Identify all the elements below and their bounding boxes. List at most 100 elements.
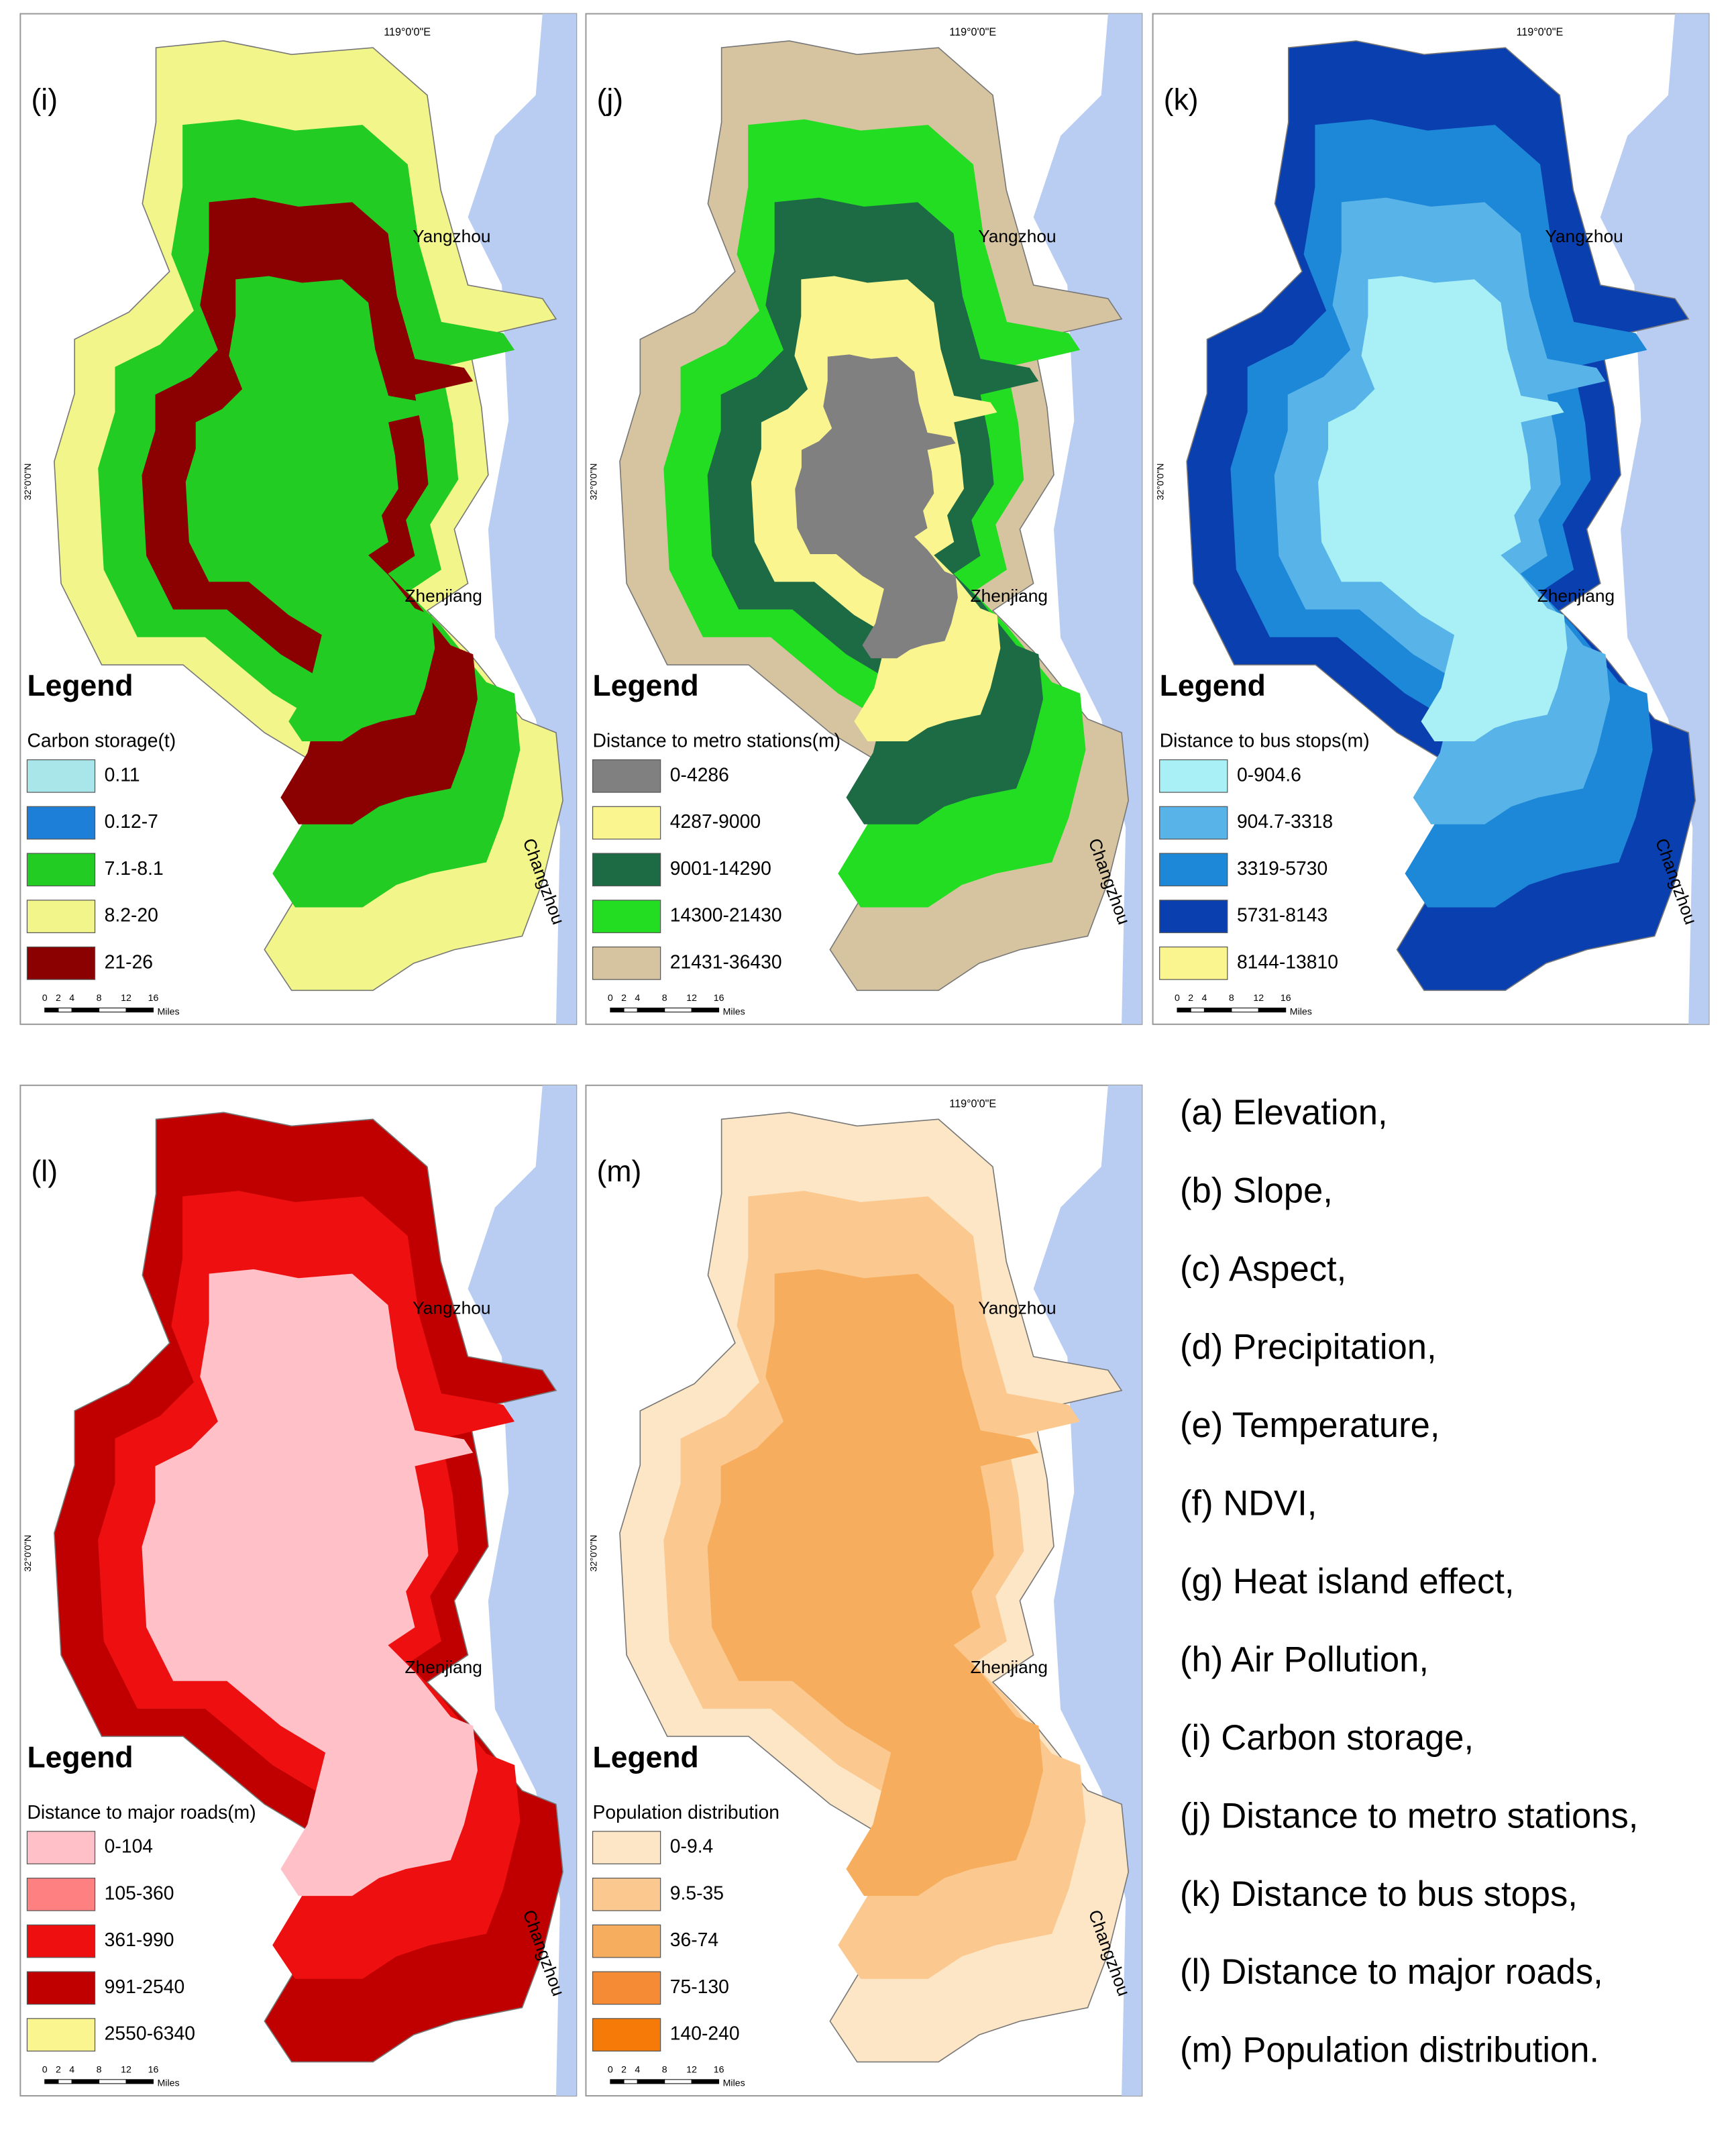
scale-tick-label: 12	[686, 2064, 697, 2074]
caption-item: (g) Heat island effect,	[1180, 1562, 1514, 1601]
panel-label: (i)	[32, 84, 58, 117]
map-panel: (m)119°0'0"E32°0'0"NYangzhouZhenjiangCha…	[585, 1084, 1143, 2097]
legend-heading: Legend	[593, 1741, 699, 1774]
legend-swatch	[592, 1831, 661, 1864]
legend-label: 9.5-35	[670, 1882, 724, 1903]
legend-label: 8144-13810	[1237, 951, 1338, 972]
scale-tick-label: 0	[42, 2064, 48, 2074]
legend-swatch	[1159, 946, 1228, 980]
city-label: Zhenjiang	[404, 586, 482, 606]
legend-label: 3319-5730	[1237, 857, 1327, 879]
city-label: Zhenjiang	[971, 1657, 1048, 1677]
legend-label: 0-104	[105, 1835, 153, 1857]
scale-tick-label: 2	[56, 992, 61, 1003]
legend-swatch	[26, 853, 96, 887]
scale-tick-label: 8	[662, 2064, 667, 2074]
legend-label: 0-904.6	[1237, 763, 1301, 785]
caption-item: (j) Distance to metro stations,	[1180, 1796, 1638, 1835]
legend-swatch	[26, 1971, 96, 2005]
lon-label: 119°0'0"E	[384, 26, 431, 38]
legend-swatch	[1159, 806, 1228, 840]
scale-segment	[610, 2079, 625, 2084]
legend-label: 0-4286	[670, 763, 729, 785]
legend-title: Distance to metro stations(m)	[593, 730, 841, 751]
lat-label: 32°0'0"N	[22, 1535, 33, 1572]
scale-segment	[71, 2079, 100, 2084]
legend-label: 4287-9000	[670, 810, 761, 832]
legend-swatch	[1159, 759, 1228, 793]
legend-swatch	[1159, 853, 1228, 887]
legend-swatch	[26, 900, 96, 933]
scale-tick-label: 4	[69, 2064, 74, 2074]
legend-label: 7.1-8.1	[105, 857, 164, 879]
legend-swatch	[592, 853, 661, 887]
scale-segment	[1177, 1008, 1191, 1013]
lat-label: 32°0'0"N	[1154, 464, 1165, 500]
scale-tick-label: 2	[1188, 992, 1193, 1003]
legend-label: 0.11	[105, 763, 140, 785]
panel-label: (k)	[1164, 84, 1199, 117]
scale-segment	[623, 1008, 638, 1013]
legend-label: 21431-36430	[670, 951, 782, 972]
scale-segment	[691, 1008, 720, 1013]
legend-swatch	[26, 2018, 96, 2051]
map-body	[1186, 13, 1709, 1024]
caption-item: (h) Air Pollution,	[1180, 1640, 1429, 1679]
scale-tick-label: 2	[621, 2064, 627, 2074]
legend-swatch	[592, 946, 661, 980]
legend-title: Distance to major roads(m)	[27, 1801, 256, 1823]
legend-label: 36-74	[670, 1929, 718, 1950]
scale-tick-label: 12	[1253, 992, 1264, 1003]
panel-label: (m)	[597, 1155, 642, 1188]
scale-tick-label: 12	[121, 2064, 131, 2074]
scale-segment	[99, 2079, 127, 2084]
scale-tick-label: 12	[121, 992, 131, 1003]
scale-segment	[44, 1008, 59, 1013]
legend-swatch	[592, 1924, 661, 1958]
legend-swatch	[592, 900, 661, 933]
city-label: Yangzhou	[1545, 226, 1623, 246]
city-label: Zhenjiang	[404, 1657, 482, 1677]
lon-label: 119°0'0"E	[1516, 26, 1563, 38]
map-region	[1318, 276, 1568, 742]
scale-tick-label: 8	[662, 992, 667, 1003]
caption-item: (d) Precipitation,	[1180, 1328, 1437, 1367]
legend-swatch	[592, 806, 661, 840]
legend-swatch	[592, 1877, 661, 1911]
panel-label: (j)	[597, 84, 624, 117]
scale-tick-label: 0	[42, 992, 48, 1003]
scale-tick-label: 16	[714, 992, 724, 1003]
map-body	[54, 1085, 577, 2096]
map-panel: (k)119°0'0"E32°0'0"NYangzhouZhenjiangCha…	[1152, 13, 1710, 1025]
legend-swatch	[26, 1877, 96, 1911]
lat-label: 32°0'0"N	[588, 1535, 598, 1572]
legend-swatch	[592, 759, 661, 793]
legend-label: 75-130	[670, 1976, 729, 1997]
caption-item: (c) Aspect,	[1180, 1249, 1346, 1289]
scale-segment	[1203, 1008, 1232, 1013]
caption-item: (k) Distance to bus stops,	[1180, 1874, 1578, 1914]
scale-segment	[1231, 1008, 1259, 1013]
scale-tick-label: 2	[621, 992, 627, 1003]
legend-label: 5731-8143	[1237, 904, 1327, 926]
legend-title: Distance to bus stops(m)	[1160, 730, 1370, 751]
caption-item: (b) Slope,	[1180, 1171, 1333, 1211]
legend-label: 14300-21430	[670, 904, 782, 926]
panel-label: (l)	[32, 1155, 58, 1188]
scale-segment	[623, 2079, 638, 2084]
scale-unit: Miles	[723, 1006, 745, 1016]
map-region	[707, 1269, 1044, 1897]
lon-label: 119°0'0"E	[949, 26, 996, 38]
scale-tick-label: 0	[1175, 992, 1180, 1003]
scale-segment	[691, 2079, 720, 2084]
legend-swatch	[26, 759, 96, 793]
map-region	[185, 276, 435, 742]
map-body	[619, 1085, 1142, 2096]
legend-label: 361-990	[105, 1929, 174, 1950]
legend-title: Population distribution	[593, 1801, 779, 1823]
legend-label: 0-9.4	[670, 1835, 713, 1857]
scale-tick-label: 12	[686, 992, 697, 1003]
legend-label: 8.2-20	[105, 904, 158, 926]
legend-swatch	[26, 806, 96, 840]
scale-segment	[125, 1008, 154, 1013]
